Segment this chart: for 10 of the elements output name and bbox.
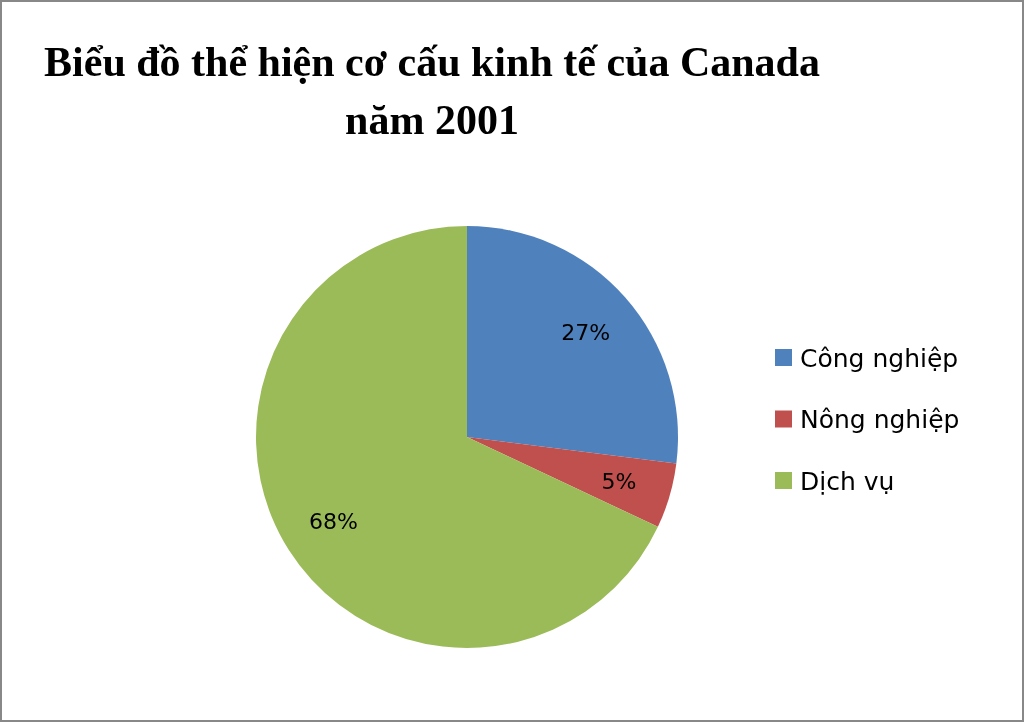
pie-slice — [256, 226, 658, 648]
legend-label: Công nghiệp — [800, 343, 959, 373]
legend-label: Dịch vụ — [800, 466, 895, 496]
data-label: 68% — [308, 509, 358, 535]
legend-label: Nông nghiệp — [800, 405, 960, 434]
data-label: 5% — [601, 468, 637, 494]
pie-slice — [467, 437, 677, 527]
chart-title: Biểu đồ thể hiện cơ cấu kinh tế của Canada năm 2001 — [44, 39, 820, 143]
pie-slice — [467, 226, 678, 464]
data-label: 27% — [561, 319, 611, 345]
